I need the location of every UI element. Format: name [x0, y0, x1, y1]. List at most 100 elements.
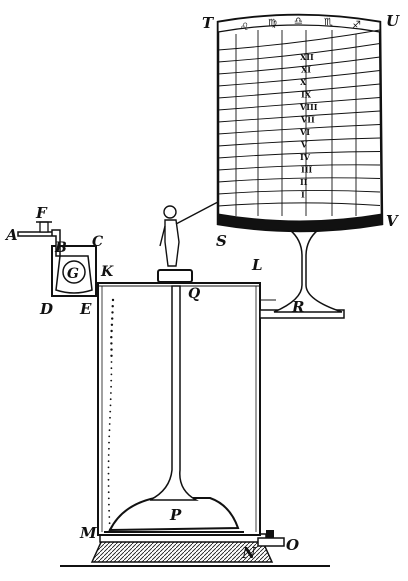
drum-hour-line	[217, 202, 381, 207]
label-t: T	[202, 14, 215, 32]
water-drop	[110, 392, 112, 394]
water-drop	[109, 410, 112, 413]
label-e: E	[79, 300, 92, 318]
water-drop	[110, 361, 113, 363]
water-drop	[107, 491, 110, 494]
hour-numeral: X	[300, 77, 307, 87]
water-drop	[110, 348, 113, 351]
water-drop	[110, 336, 113, 339]
water-drop	[109, 398, 112, 401]
water-drop	[108, 447, 110, 450]
drum-top-band	[217, 14, 381, 33]
drum-grid	[217, 29, 381, 216]
water-drop	[110, 342, 113, 345]
label-l: L	[251, 256, 263, 274]
label-p: P	[169, 506, 182, 524]
water-drop	[110, 379, 113, 382]
water-drop	[107, 497, 110, 500]
label-o: O	[286, 536, 299, 554]
water-drop	[110, 385, 112, 388]
water-drop	[110, 367, 113, 370]
hour-numeral: V	[300, 140, 308, 150]
label-v: V	[386, 212, 399, 230]
drum-hour-line	[217, 164, 381, 171]
drum-hour-line	[217, 177, 381, 183]
water-drop	[108, 429, 111, 432]
label-a: A	[4, 226, 18, 244]
collar-q	[157, 269, 193, 283]
water-drop	[110, 373, 113, 376]
drum-hour-line	[217, 151, 381, 159]
water-drop	[110, 323, 114, 326]
water-drop	[107, 454, 110, 456]
water-drop	[111, 317, 114, 320]
zodiac-sign: ♎	[294, 16, 303, 27]
water-drop	[108, 503, 110, 506]
water-drop	[108, 441, 110, 444]
water-drop	[107, 466, 110, 469]
zodiac-sign: ♍	[268, 18, 277, 29]
zodiac-sign: ♌	[240, 22, 249, 33]
hour-numeral: IX	[301, 90, 312, 100]
water-drop	[107, 485, 110, 487]
label-q: Q	[188, 286, 200, 302]
label-b: B	[54, 240, 67, 256]
hour-numeral: II	[300, 177, 308, 187]
drum-bottom-band	[217, 213, 383, 232]
inlet-ball-g	[62, 260, 86, 284]
label-r: R	[291, 298, 304, 316]
label-g: G	[67, 266, 79, 282]
drum-hour-line	[217, 124, 381, 135]
label-k: K	[100, 264, 114, 280]
water-drop	[111, 311, 114, 314]
hour-numeral: III	[301, 165, 312, 175]
outlet-tap	[266, 530, 274, 538]
hour-numeral: VI	[299, 127, 310, 137]
water-drop	[108, 516, 111, 518]
drum-hour-line	[217, 110, 381, 123]
hour-numeral: IV	[300, 152, 311, 162]
drum-stand	[273, 229, 343, 313]
water-drop	[107, 472, 110, 475]
hour-numeral: XI	[301, 65, 311, 75]
label-s: S	[216, 232, 227, 250]
label-m: M	[79, 524, 97, 542]
drum-body	[216, 13, 384, 233]
water-drop	[107, 460, 110, 463]
water-drop	[109, 404, 112, 407]
water-drop	[108, 509, 110, 512]
water-drop	[111, 298, 115, 302]
drum-hour-line	[217, 137, 381, 147]
water-drop	[110, 329, 113, 333]
hour-numeral: I	[301, 190, 305, 200]
drum-hour-line	[217, 43, 381, 63]
water-drop	[108, 435, 111, 438]
drum-hour-line	[217, 56, 381, 75]
label-f: F	[35, 204, 48, 222]
drum-hour-line	[217, 97, 381, 111]
zodiac-sign: ♏	[324, 17, 333, 28]
water-drop	[108, 522, 111, 525]
drum-hour-line	[217, 83, 381, 99]
label-c: C	[92, 234, 103, 250]
outlet-pipe	[257, 537, 285, 547]
water-drop	[108, 423, 111, 425]
float-rod	[149, 285, 199, 501]
water-drop	[107, 478, 110, 481]
label-u: U	[386, 12, 400, 30]
hour-numeral: XII	[300, 52, 314, 62]
hour-numeral: VII	[300, 115, 315, 125]
label-d: D	[39, 300, 53, 318]
water-drop	[109, 416, 111, 419]
zodiac-sign: ♐	[352, 20, 361, 31]
drum-hour-line	[217, 189, 381, 195]
drum-hour-line	[217, 29, 381, 51]
hour-numeral: VIII	[299, 102, 318, 112]
label-n: N	[241, 544, 257, 562]
tap-f	[39, 221, 49, 233]
drum-hour-line	[217, 70, 381, 87]
pointer-figure	[159, 199, 223, 267]
